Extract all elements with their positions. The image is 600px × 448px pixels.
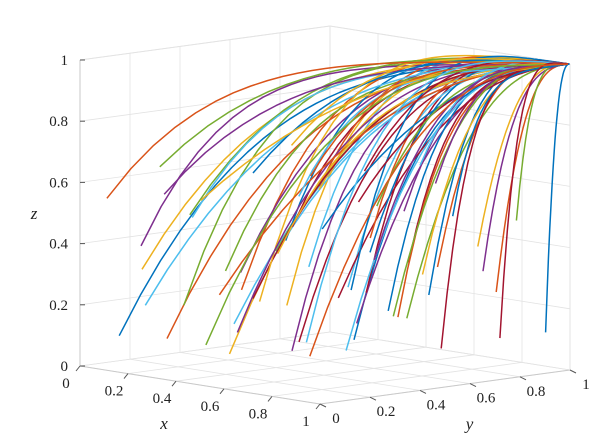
x-tick-4: 0.8 — [249, 406, 268, 422]
z-tick-3: 0.6 — [49, 175, 68, 191]
floor-grid-x — [175, 346, 427, 382]
y-axis-line — [319, 369, 571, 405]
x-axis-label: x — [159, 414, 168, 433]
wall-x0-grid-h — [79, 209, 331, 244]
z-tick-5: 1 — [61, 53, 69, 69]
floor-grid-y — [129, 358, 371, 398]
floor-grid-y — [179, 352, 421, 391]
x-tick-3: 0.6 — [201, 399, 220, 415]
wall-x0-grid-h — [79, 331, 331, 367]
floor-grid-y — [279, 338, 521, 378]
floor-grid-y — [229, 345, 471, 384]
x-tick-mark — [171, 380, 177, 387]
axis-labels: 0 0.2 0.4 0.6 0.8 1 0 0.2 0.4 0.6 0.8 1 … — [30, 53, 590, 433]
floor-grid-x — [271, 362, 523, 397]
floor-grid-x — [127, 339, 379, 374]
x-tick-mark — [267, 396, 273, 402]
trajectory-line — [495, 63, 569, 293]
y-axis-label: y — [464, 414, 474, 433]
x-tick-1: 0.2 — [105, 384, 124, 400]
floor-grid-y — [329, 331, 571, 371]
z-tick-0: 0 — [61, 359, 69, 375]
y-tick-mark — [519, 376, 527, 381]
y-tick-4: 0.8 — [527, 384, 546, 400]
z-tick-1: 0.2 — [49, 298, 68, 314]
wall-y1-grid-h — [329, 270, 571, 310]
y-tick-2: 0.4 — [427, 397, 446, 413]
y-tick-0: 0 — [332, 411, 340, 427]
y-tick-mark — [569, 369, 577, 374]
top-edge-back-right — [329, 25, 571, 65]
x-axis-line — [79, 365, 321, 405]
wall-x0-grid-h — [79, 86, 331, 122]
z-tick-4: 0.8 — [49, 114, 68, 130]
y-tick-mark — [469, 383, 477, 388]
y-tick-mark — [419, 389, 427, 394]
trajectory-curves — [106, 54, 571, 357]
wall-x0-grid-h — [79, 270, 331, 306]
floor-grid-x — [223, 354, 475, 390]
z-axis-label: z — [30, 204, 38, 223]
y-tick-mark — [369, 396, 377, 401]
x-tick-5: 1 — [302, 414, 310, 430]
x-tick-mark — [219, 388, 225, 395]
x-tick-mark — [315, 403, 321, 410]
trajectory-line — [286, 63, 563, 306]
z-tick-2: 0.4 — [49, 237, 68, 253]
y-tick-3: 0.6 — [477, 391, 496, 407]
trajectory-line — [421, 63, 570, 275]
x-tick-2: 0.4 — [153, 391, 172, 407]
y-tick-1: 0.2 — [377, 404, 396, 420]
y-tick-5: 1 — [582, 377, 590, 393]
x-tick-mark — [75, 365, 81, 372]
trajectory-line — [309, 63, 569, 357]
trajectory-line — [544, 63, 571, 333]
top-edge-back-left — [79, 25, 331, 61]
y-tick-mark — [319, 403, 327, 408]
x-tick-0: 0 — [62, 376, 70, 392]
x-tick-mark — [123, 373, 129, 379]
